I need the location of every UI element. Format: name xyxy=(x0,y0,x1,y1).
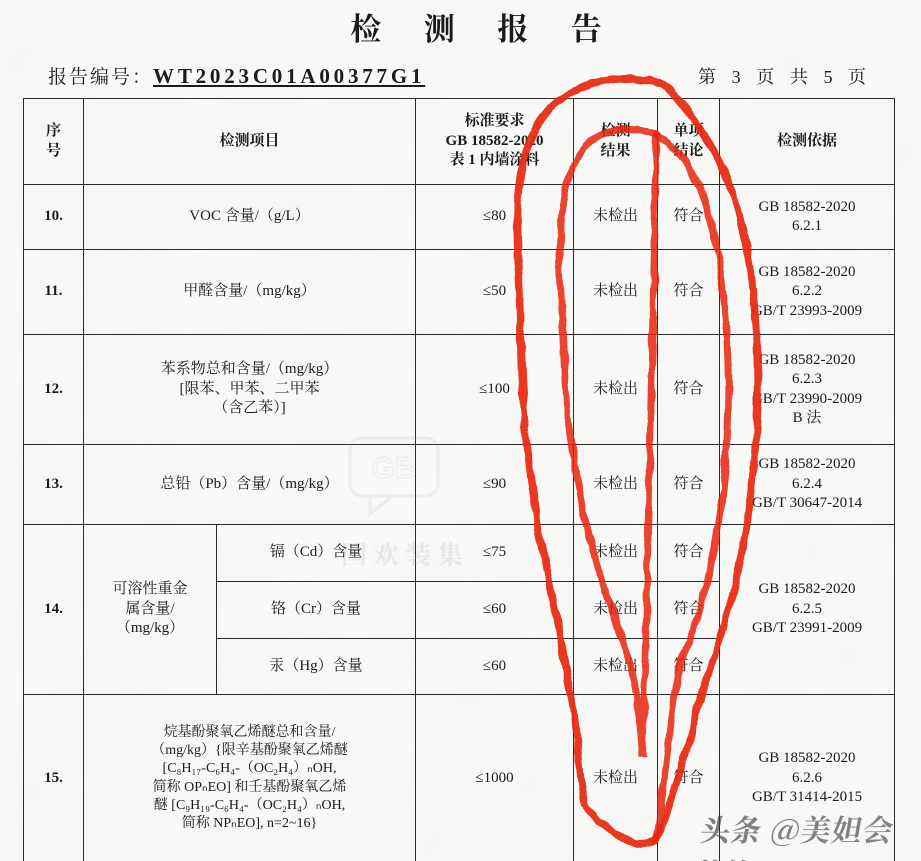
svg-text:GB: GB xyxy=(372,452,417,485)
